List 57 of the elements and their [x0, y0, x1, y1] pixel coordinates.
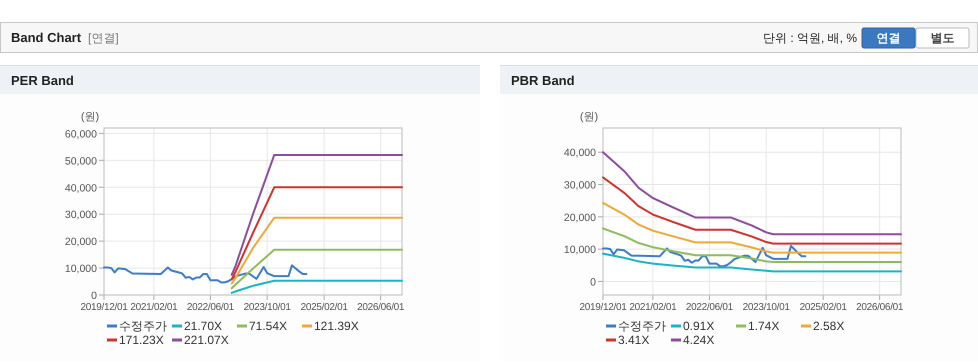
- text: 단위 : 억원, 배, %: [762, 31, 858, 45]
- y-tick-label: 40,000: [564, 147, 596, 160]
- y-tick-label: 40,000: [64, 182, 98, 194]
- y-axis-title: (원): [580, 111, 598, 123]
- legend-label: 2.58X: [813, 319, 844, 333]
- legend-label: 221.07X: [184, 333, 229, 347]
- x-tick-label: 2025/02/01: [300, 302, 348, 313]
- legend-label: 1.74X: [748, 319, 780, 333]
- legend-label: 71.54X: [249, 319, 288, 333]
- line-series: [602, 176, 902, 245]
- y-tick-label: 60,000: [64, 128, 98, 140]
- x-tick-label: 2026/06/01: [357, 302, 405, 313]
- x-tick-label: 2025/02/01: [800, 302, 848, 313]
- x-tick-label: 2022/06/01: [186, 302, 235, 313]
- y-tick-label: 10,000: [564, 244, 596, 256]
- y-tick-label: 50,000: [64, 155, 98, 168]
- text: [연결]: [88, 31, 119, 45]
- line-series: [602, 244, 806, 268]
- x-tick-label: 2021/02/01: [130, 302, 178, 313]
- legend-label: 21.70X: [184, 319, 222, 333]
- y-tick-label: 20,000: [564, 212, 596, 224]
- line-series: [230, 280, 403, 294]
- line-series: [230, 186, 403, 280]
- text: Band Chart: [11, 30, 82, 45]
- line-series: [602, 252, 902, 272]
- line-series: [230, 216, 403, 284]
- legend-label: 121.39X: [314, 319, 359, 333]
- x-tick-label: 2023/10/01: [742, 302, 790, 313]
- text: 별도: [930, 31, 954, 45]
- text: 연결: [876, 31, 900, 45]
- y-axis-title: (원): [80, 111, 100, 123]
- legend-label: 0.91X: [683, 319, 714, 333]
- line-series: [230, 248, 403, 290]
- y-tick-label: 30,000: [564, 180, 596, 192]
- x-tick-label: 2026/06/01: [856, 302, 904, 313]
- x-tick-label: 2019/12/01: [80, 302, 128, 313]
- y-tick-label: 0: [590, 276, 596, 288]
- line-series: [103, 264, 308, 284]
- y-tick-label: 0: [91, 290, 98, 302]
- chart-title: PBR Band: [511, 73, 575, 88]
- x-tick-label: 2023/10/01: [244, 302, 292, 313]
- legend-label: 수정주가: [618, 319, 666, 333]
- x-tick-label: 2022/06/01: [686, 302, 734, 313]
- line-series: [230, 154, 403, 276]
- legend-label: 3.41X: [618, 333, 650, 347]
- line-series: [602, 202, 902, 254]
- y-tick-label: 20,000: [64, 236, 98, 248]
- x-tick-label: 2021/02/01: [629, 302, 678, 313]
- legend-label: 4.24X: [683, 333, 714, 347]
- line-series: [602, 227, 902, 264]
- line-series: [602, 151, 902, 236]
- legend-label: 171.23X: [119, 333, 164, 347]
- y-tick-label: 10,000: [64, 263, 98, 276]
- x-tick-label: 2019/12/01: [579, 302, 628, 313]
- chart-title: PER Band: [11, 73, 74, 88]
- legend-label: 수정주가: [119, 319, 167, 333]
- y-tick-label: 30,000: [64, 209, 98, 222]
